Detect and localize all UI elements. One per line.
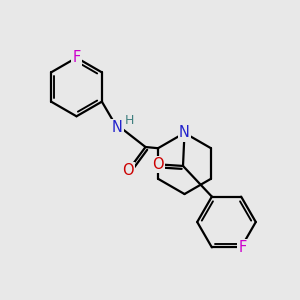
Text: N: N (179, 125, 190, 140)
Text: N: N (112, 120, 122, 135)
Text: F: F (238, 240, 247, 255)
Text: O: O (122, 163, 134, 178)
Text: F: F (72, 50, 81, 65)
Text: O: O (152, 157, 164, 172)
Text: H: H (125, 114, 134, 128)
